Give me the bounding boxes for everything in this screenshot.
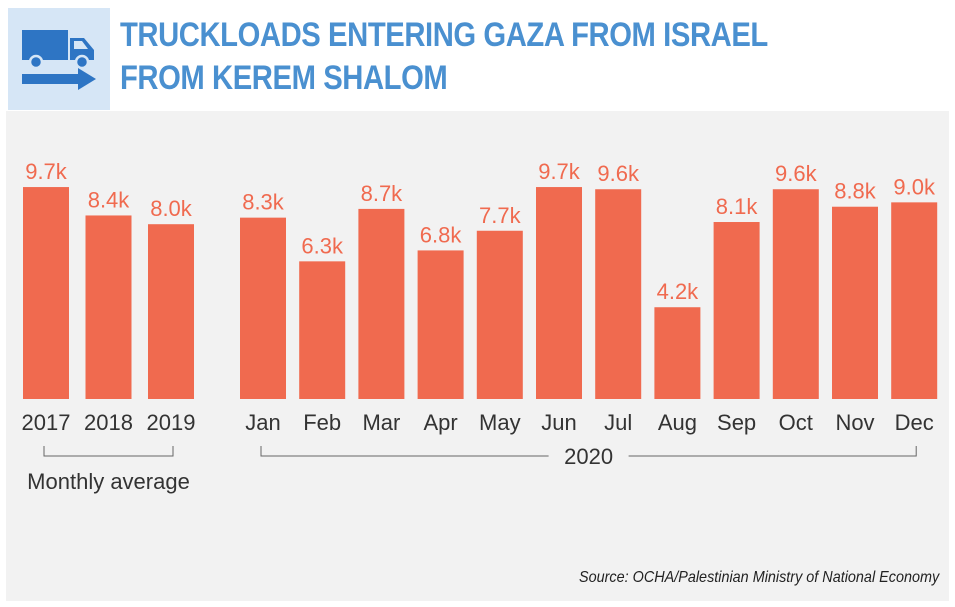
data-label: 9.6k [775,161,818,186]
bar [595,189,642,399]
tick-label: 2018 [84,410,133,435]
data-label: 8.7k [361,181,404,206]
tick-label: 2019 [147,410,196,435]
tick-label: Feb [303,410,341,435]
bar [713,222,760,399]
data-label: 6.3k [301,233,344,258]
bar [476,230,523,399]
bar [772,189,819,399]
data-label: 6.8k [420,222,463,247]
chart-title: TRUCKLOADS ENTERING GAZA FROM ISRAEL FRO… [120,16,768,97]
truck-arrow-icon [22,30,96,90]
data-label: 8.1k [716,194,759,219]
tick-label: Oct [779,410,813,435]
data-label: 9.0k [893,174,936,199]
tick-label: 2017 [22,410,71,435]
bar [654,307,701,399]
group-label: 2020 [564,444,613,469]
data-label: 8.8k [834,179,877,204]
bar [299,261,346,399]
bar [358,208,405,399]
tick-label: Jun [541,410,576,435]
tick-label: Jul [604,410,632,435]
source-note: Source: OCHA/Palestinian Ministry of Nat… [578,569,939,586]
data-label: 4.2k [657,279,700,304]
bar [148,224,194,399]
data-label: 9.6k [597,161,640,186]
data-label: 8.0k [150,196,193,221]
tick-label: Nov [835,410,874,435]
tick-label: Aug [658,410,697,435]
tick-label: Jan [245,410,280,435]
bar [23,187,69,399]
bar [832,206,878,399]
group-label: Monthly average [27,469,190,494]
bar [417,250,464,399]
group-bracket-right [628,446,917,457]
data-label: 8.4k [88,187,131,212]
bar [536,187,582,399]
data-label: 9.7k [25,159,68,184]
bar [891,202,938,399]
tick-label: May [479,410,521,435]
group-bracket [43,446,174,457]
tick-label: Mar [362,410,400,435]
icon-box [8,8,110,110]
data-label: 9.7k [538,159,581,184]
header [6,6,949,111]
bar [240,217,286,399]
tick-label: Dec [895,410,934,435]
group-bracket-left [260,446,549,457]
bar [85,215,132,399]
tick-label: Apr [423,410,457,435]
data-label: 7.7k [479,203,522,228]
tick-label: Sep [717,410,756,435]
data-label: 8.3k [242,190,285,215]
